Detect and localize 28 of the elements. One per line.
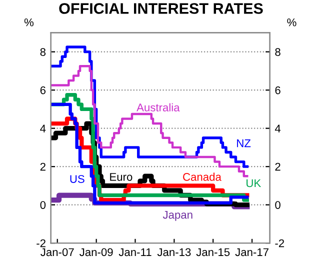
x-tick-label: Jan-13 — [157, 248, 191, 256]
y-tick-label: -2 — [36, 239, 46, 248]
x-tick-label: Jan-17 — [235, 248, 268, 256]
series-label: Japan — [162, 210, 192, 221]
series-label: NZ — [237, 139, 251, 148]
y2-tick-label: 0 — [275, 201, 280, 209]
y2-tick-label: 2 — [275, 162, 280, 171]
chart-title: OFFICIAL INTEREST RATES — [59, 3, 263, 14]
y2-tick-label: 8 — [275, 48, 280, 56]
series-label: Euro — [110, 173, 132, 181]
series-label: US — [70, 175, 84, 183]
x-tick-label: Jan-09 — [80, 248, 113, 256]
x-tick-label: Jan-11 — [118, 248, 152, 256]
x-tick-label: Jan-07 — [40, 248, 74, 256]
y-tick-label: 4 — [40, 124, 46, 132]
y-tick-label: 8 — [40, 48, 46, 56]
y-axis-title: % — [24, 18, 34, 26]
series-label: Canada — [183, 172, 222, 181]
series-label: UK — [246, 179, 262, 188]
y-tick-label: 2 — [40, 162, 46, 171]
y-tick-label: 6 — [40, 86, 46, 94]
y2-axis-title: % — [287, 18, 296, 26]
x-tick-label: Jan-15 — [196, 248, 230, 256]
y-tick-label: 0 — [40, 201, 46, 209]
y2-tick-label: 6 — [275, 86, 280, 94]
y2-tick-label: -2 — [275, 239, 284, 248]
y2-tick-label: 4 — [274, 124, 281, 132]
series-label: Australia — [136, 103, 180, 112]
